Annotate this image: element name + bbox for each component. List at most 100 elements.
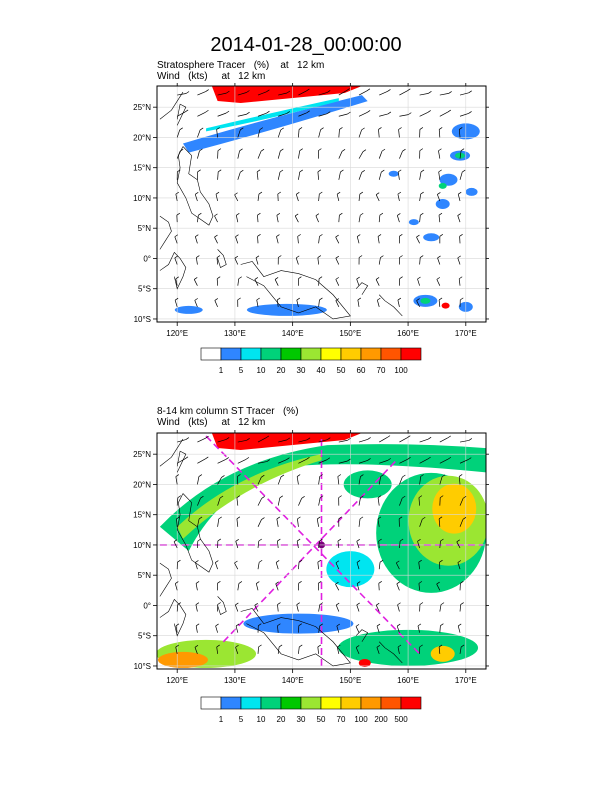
wind-barb-flag (438, 644, 443, 648)
panel2-title: 8-14 km column ST Tracer (%) Wind (kts) … (157, 406, 299, 428)
wind-barb-staff (235, 647, 239, 654)
wind-barb-staff (358, 476, 361, 485)
wind-barb-flag (361, 169, 365, 173)
wind-barb-flag (184, 456, 189, 460)
wind-barb-flag (376, 623, 381, 627)
wind-barb-staff (298, 90, 307, 96)
wind-barb-staff (175, 625, 178, 633)
coastline (240, 433, 242, 434)
wind-barb-flag (276, 234, 280, 237)
coastline (217, 596, 227, 615)
wind-barb-flag (185, 91, 190, 94)
coastline (159, 438, 184, 467)
wind-barb (318, 297, 323, 307)
wind-barb-flag (174, 255, 178, 259)
wind-barb (355, 624, 360, 633)
wind-barb-staff (419, 215, 421, 223)
wind-barb (255, 255, 260, 265)
wind-barb-staff (237, 172, 241, 180)
wind-barb-staff (378, 171, 382, 180)
wind-barb-flag (217, 581, 221, 584)
wind-barb-flag (378, 538, 382, 542)
wind-barb-staff (277, 129, 282, 138)
wind-barb (356, 581, 361, 591)
wind-barb-staff (419, 171, 422, 180)
wind-barb (397, 191, 402, 202)
wind-barb-flag (280, 127, 284, 131)
wind-barb-staff (378, 129, 380, 138)
wind-barb-staff (438, 171, 441, 180)
wind-barb-staff (235, 604, 239, 612)
wind-barb (275, 560, 280, 570)
wind-barb-flag (175, 623, 180, 627)
wind-barb-staff (358, 90, 368, 96)
wind-barb-staff (358, 129, 362, 138)
wind-barb-flag (298, 276, 302, 279)
colorbar-label: 20 (277, 366, 286, 375)
wind-barb-flag (319, 623, 323, 627)
x-tick-label: 140°E (282, 676, 304, 685)
coastline (176, 103, 187, 126)
wind-barb-flag (356, 276, 360, 280)
wind-barb (216, 255, 221, 265)
wind-barb (295, 255, 300, 265)
wind-barb-flag (427, 110, 431, 113)
wind-barb (237, 111, 250, 117)
wind-barb-flag (327, 111, 331, 114)
wind-barb-staff (195, 562, 198, 570)
x-tick-label: 150°E (339, 676, 361, 685)
wind-barb-flag (175, 474, 180, 477)
colorbar-label: 50 (337, 366, 346, 375)
wind-barb-staff (417, 278, 420, 286)
wind-barb-flag (440, 623, 444, 627)
tracer-patch (408, 219, 419, 226)
wind-barb-flag (416, 298, 420, 301)
wind-barb (336, 191, 341, 202)
panel2-colorbar: 1 5 10 20 30 50 70 100 200 500 (200, 696, 422, 724)
wind-barb-staff (358, 518, 361, 527)
wind-barb-flag (402, 474, 406, 478)
colorbar-swatch (220, 696, 242, 710)
wind-barb (217, 457, 229, 464)
wind-barb-flag (195, 623, 200, 627)
wind-barb-staff (459, 646, 462, 654)
wind-barb-flag (317, 169, 322, 173)
wind-barb-staff (277, 646, 280, 654)
wind-barb (375, 602, 380, 612)
y-tick-label: 25°N (133, 103, 151, 112)
wind-barb (439, 109, 451, 117)
wind-barb-staff (278, 439, 288, 443)
wind-barb-flag (396, 560, 400, 564)
wind-barb (277, 169, 284, 180)
wind-barb-flag (275, 581, 279, 585)
wind-barb-staff (197, 437, 206, 443)
wind-barb (277, 474, 285, 485)
wind-barb (439, 495, 444, 506)
wind-barb-flag (337, 538, 342, 542)
wind-barb-staff (397, 604, 400, 612)
wind-barb (318, 602, 324, 612)
wind-barb-staff (237, 583, 240, 591)
wind-barb-staff (277, 150, 281, 159)
wind-barb (356, 234, 361, 244)
wind-barb-flag (261, 496, 265, 499)
wind-barb-staff (338, 151, 343, 159)
wind-barb (236, 516, 241, 527)
wind-barb-flag (356, 581, 361, 584)
wind-barb (195, 560, 199, 570)
wind-barb-staff (318, 497, 321, 506)
wind-barb (438, 148, 442, 159)
wind-barb-staff (378, 476, 382, 485)
wind-barb-flag (399, 234, 403, 237)
wind-barb (177, 456, 189, 464)
wind-barb (399, 495, 406, 506)
wind-barb-staff (335, 258, 340, 265)
wind-barb (237, 90, 250, 96)
wind-barb-staff (177, 458, 186, 464)
wind-barb-flag (277, 191, 282, 195)
wind-barb (277, 644, 283, 654)
wind-barb-flag (397, 191, 402, 195)
wind-barb-flag (179, 148, 184, 152)
wind-barb-staff (418, 583, 420, 591)
wind-barb (298, 644, 303, 654)
